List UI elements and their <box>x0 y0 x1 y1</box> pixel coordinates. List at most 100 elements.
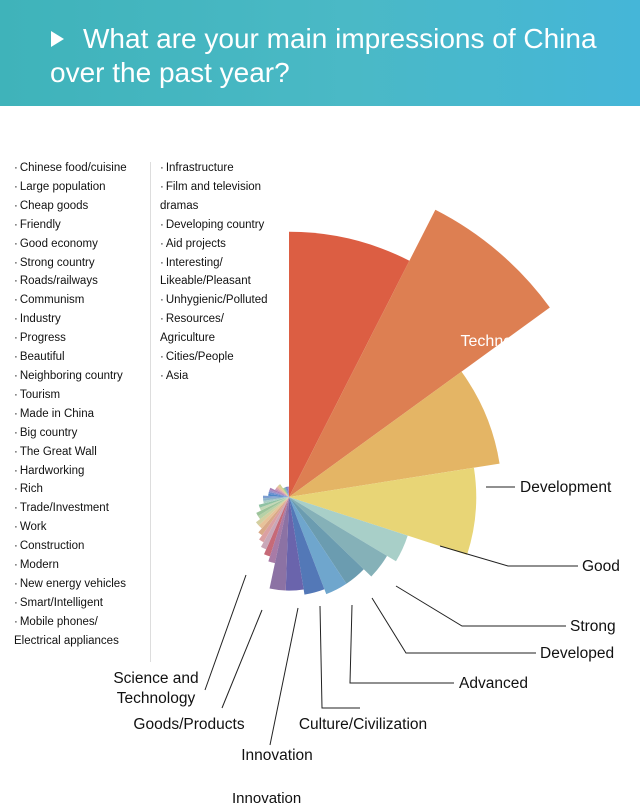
impressions-list-right: InfrastructureFilm and television dramas D… <box>160 159 300 386</box>
minor-slice <box>259 497 289 543</box>
list-item: Strong country <box>14 254 159 273</box>
list-item: New energy vehicles <box>14 575 159 594</box>
slice-innovation <box>289 497 325 595</box>
callout-line <box>319 605 360 709</box>
list-item: Asia <box>160 367 300 386</box>
minor-slice <box>263 497 289 504</box>
minor-slice <box>283 487 289 497</box>
slice-technology <box>289 209 550 498</box>
bottom-cut-label: Innovation <box>232 790 302 807</box>
list-item: Mobile phones/ <box>14 613 159 632</box>
minor-slice <box>259 497 289 511</box>
slice-label-innovation: Innovation <box>241 747 313 764</box>
slice-developed <box>289 497 388 577</box>
list-item: Aid projects <box>160 235 300 254</box>
list-item: Communism <box>14 291 159 310</box>
slice-culture-civilization <box>289 497 347 595</box>
callout-line <box>221 609 263 709</box>
list-item: Interesting/ <box>160 254 300 273</box>
minor-slice <box>263 495 289 499</box>
callout-line <box>439 545 578 567</box>
slice-label-culture-civilization: Culture/Civilization <box>299 716 427 733</box>
minor-slices <box>255 484 289 564</box>
minor-slice <box>268 497 289 564</box>
list-item: Unhygienic/Polluted <box>160 291 300 310</box>
slice-strong <box>289 497 408 562</box>
slice-label-advanced: Advanced <box>459 675 528 692</box>
slice-advanced <box>289 497 364 584</box>
slice-labels: Economy Technology Development Good Strong De… <box>113 210 620 764</box>
slice-label-goods-products: Goods/Products <box>133 716 244 733</box>
minor-slice <box>268 493 289 497</box>
minor-slice <box>258 497 289 529</box>
list-item: Friendly <box>14 216 159 235</box>
list-item: Made in China <box>14 405 159 424</box>
minor-slice <box>287 486 289 497</box>
callout-line <box>371 597 536 654</box>
minor-slice <box>275 488 289 497</box>
list-item: Infrastructure <box>160 159 300 178</box>
callouts <box>204 486 578 746</box>
list-item: Big country <box>14 424 159 443</box>
slice-label-good: Good <box>582 558 620 575</box>
minor-slice <box>258 497 289 520</box>
minor-slice <box>277 485 289 497</box>
minor-slice <box>268 489 289 497</box>
list-item: Neighboring country <box>14 367 159 386</box>
slice-science-and-technology <box>269 497 289 591</box>
list-item: Trade/Investment <box>14 499 159 518</box>
list-item: Beautiful <box>14 348 159 367</box>
list-item: Electrical appliances <box>14 634 119 647</box>
list-item: Progress <box>14 329 159 348</box>
minor-slice <box>255 497 289 526</box>
minor-slice <box>284 487 289 497</box>
slice-label-strong: Strong <box>570 618 616 635</box>
slice-label-science-and-technology: Science and Technology <box>113 670 198 707</box>
minor-slice <box>258 497 289 536</box>
slice-good <box>289 467 477 555</box>
list-item: Film and television <box>160 178 300 197</box>
page-title: What are your main impressions of China … <box>50 23 597 88</box>
minor-slice <box>268 491 289 497</box>
slice-economy <box>289 231 410 498</box>
list-item: Good economy <box>14 235 159 254</box>
list-item: Cities/People <box>160 348 300 367</box>
impressions-list-left: Chinese food/cuisineLarge populationChea… <box>14 159 159 651</box>
callout-line <box>395 585 566 627</box>
slice-label-economy: Economy <box>349 210 416 227</box>
list-divider <box>150 162 151 662</box>
list-item: Chinese food/cuisine <box>14 159 159 178</box>
labeled-slices <box>269 209 550 595</box>
minor-slice <box>286 486 289 497</box>
list-item: Developing country <box>160 216 300 235</box>
slice-label-development: Development <box>520 479 612 496</box>
minor-slice <box>263 497 289 501</box>
list-item: Large population <box>14 178 159 197</box>
minor-slice <box>258 497 289 508</box>
minor-slice <box>283 487 289 497</box>
play-triangle-icon <box>51 31 64 47</box>
list-item: Cheap goods <box>14 197 159 216</box>
title-banner: What are your main impressions of China … <box>0 0 640 106</box>
list-item: Tourism <box>14 386 159 405</box>
list-item: dramas <box>160 199 199 212</box>
minor-slice <box>269 487 289 497</box>
minor-slice <box>256 497 289 517</box>
list-item: The Great Wall <box>14 443 159 462</box>
list-item: Industry <box>14 310 159 329</box>
callout-line <box>204 574 247 691</box>
list-item: Rich <box>14 480 159 499</box>
minor-slice <box>260 497 289 550</box>
slice-label-developed: Developed <box>540 645 614 662</box>
callout-line <box>269 607 299 746</box>
slice-label-technology: Technology <box>461 333 542 350</box>
minor-slice <box>278 484 289 497</box>
list-item: Roads/railways <box>14 272 159 291</box>
list-item: Smart/Intelligent <box>14 594 159 613</box>
list-item: Resources/ <box>160 310 300 329</box>
callout-line <box>349 604 454 684</box>
list-item: Modern <box>14 556 159 575</box>
list-item: Likeable/Pleasant <box>160 275 251 288</box>
minor-slice <box>264 497 289 557</box>
